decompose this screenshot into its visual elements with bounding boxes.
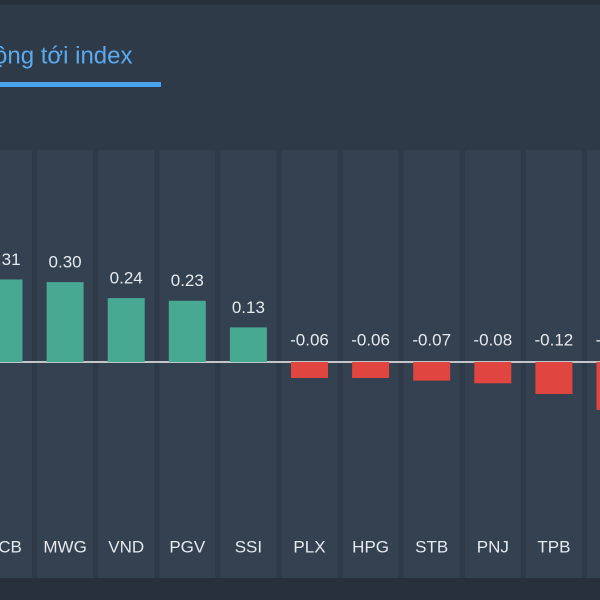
bar — [168, 300, 206, 362]
value-label: -0.18 — [596, 330, 600, 349]
value-label: -0.08 — [473, 330, 512, 349]
x-tick-label: PGV — [169, 537, 206, 556]
bar — [46, 282, 84, 362]
x-tick-label: HPG — [352, 537, 389, 556]
x-tick-label: TPB — [537, 537, 570, 556]
column-band — [0, 150, 32, 578]
column-band — [220, 150, 277, 578]
x-tick-label: PNJ — [477, 537, 509, 556]
x-tick-label: SSI — [235, 537, 262, 556]
value-label: -0.06 — [290, 330, 329, 349]
value-label: 0.13 — [232, 298, 265, 317]
x-tick-label: VND — [108, 537, 144, 556]
bar — [535, 362, 573, 394]
value-label: 0.24 — [110, 269, 143, 288]
value-label: -0.12 — [535, 330, 574, 349]
column-band — [159, 150, 216, 578]
bar — [291, 362, 328, 378]
bar — [229, 327, 267, 362]
column-band — [587, 150, 600, 578]
bar — [107, 298, 145, 362]
value-label: 0.31 — [0, 250, 21, 269]
column-band — [37, 150, 94, 578]
value-label: -0.06 — [351, 330, 390, 349]
bar — [352, 362, 390, 378]
value-label: 0.30 — [49, 253, 82, 272]
value-label: 0.23 — [171, 271, 204, 290]
x-tick-label: STB — [415, 537, 448, 556]
x-tick-label: MWG — [43, 537, 86, 556]
chart-title: ộng tới index — [0, 42, 133, 69]
column-band — [98, 150, 155, 578]
bar — [596, 362, 600, 410]
bar — [474, 362, 512, 384]
x-tick-label: PLX — [293, 537, 325, 556]
title-underline — [0, 82, 161, 87]
x-tick-label: CB — [0, 537, 22, 556]
bar — [0, 279, 23, 362]
value-label: -0.07 — [412, 330, 451, 349]
bar — [413, 362, 451, 381]
